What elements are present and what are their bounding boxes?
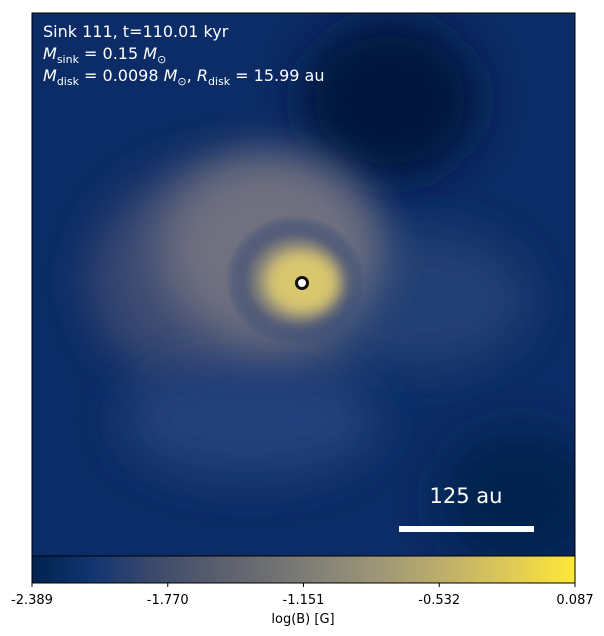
annotation-segment: = 0.15: [79, 44, 143, 63]
annotation-segment: M: [164, 66, 178, 85]
colorbar-tick-label: -0.532: [418, 593, 460, 608]
field-image: [32, 13, 575, 556]
annotation-segment: = 0.0098: [79, 66, 164, 85]
annotation-segment: M: [43, 44, 57, 63]
colorbar-tick-label: -1.770: [147, 593, 189, 608]
colorbar-ticks: -2.389 -1.770 -1.151 -0.532 0.087: [11, 583, 594, 608]
colorbar-tick-label: -2.389: [11, 593, 53, 608]
annotation-segment: ⊙: [177, 75, 186, 88]
annotation-line: Msink = 0.15 M⊙: [43, 44, 166, 66]
annotation-segment: ,: [187, 66, 197, 85]
annotation-segment: Sink 111, t=110.01 kyr: [43, 22, 229, 41]
annotation-segment: = 15.99 au: [230, 66, 324, 85]
annotation-line: Sink 111, t=110.01 kyr: [43, 22, 229, 41]
colorbar-label: log(B) [G]: [271, 612, 334, 627]
annotation-line: Mdisk = 0.0098 M⊙, Rdisk = 15.99 au: [43, 66, 325, 88]
annotation-segment: R: [197, 66, 208, 85]
annotation-segment: disk: [208, 75, 231, 88]
annotation-segment: sink: [57, 53, 80, 66]
colorbar-tick-label: -1.151: [283, 593, 325, 608]
annotation-segment: M: [43, 66, 57, 85]
annotation-segment: ⊙: [157, 53, 166, 66]
annotation-segment: disk: [57, 75, 80, 88]
annotation-segment: M: [143, 44, 157, 63]
colorbar: [31, 555, 576, 584]
scale-bar-label: 125 au: [430, 484, 503, 508]
colorbar-tick-label: 0.087: [556, 593, 593, 608]
